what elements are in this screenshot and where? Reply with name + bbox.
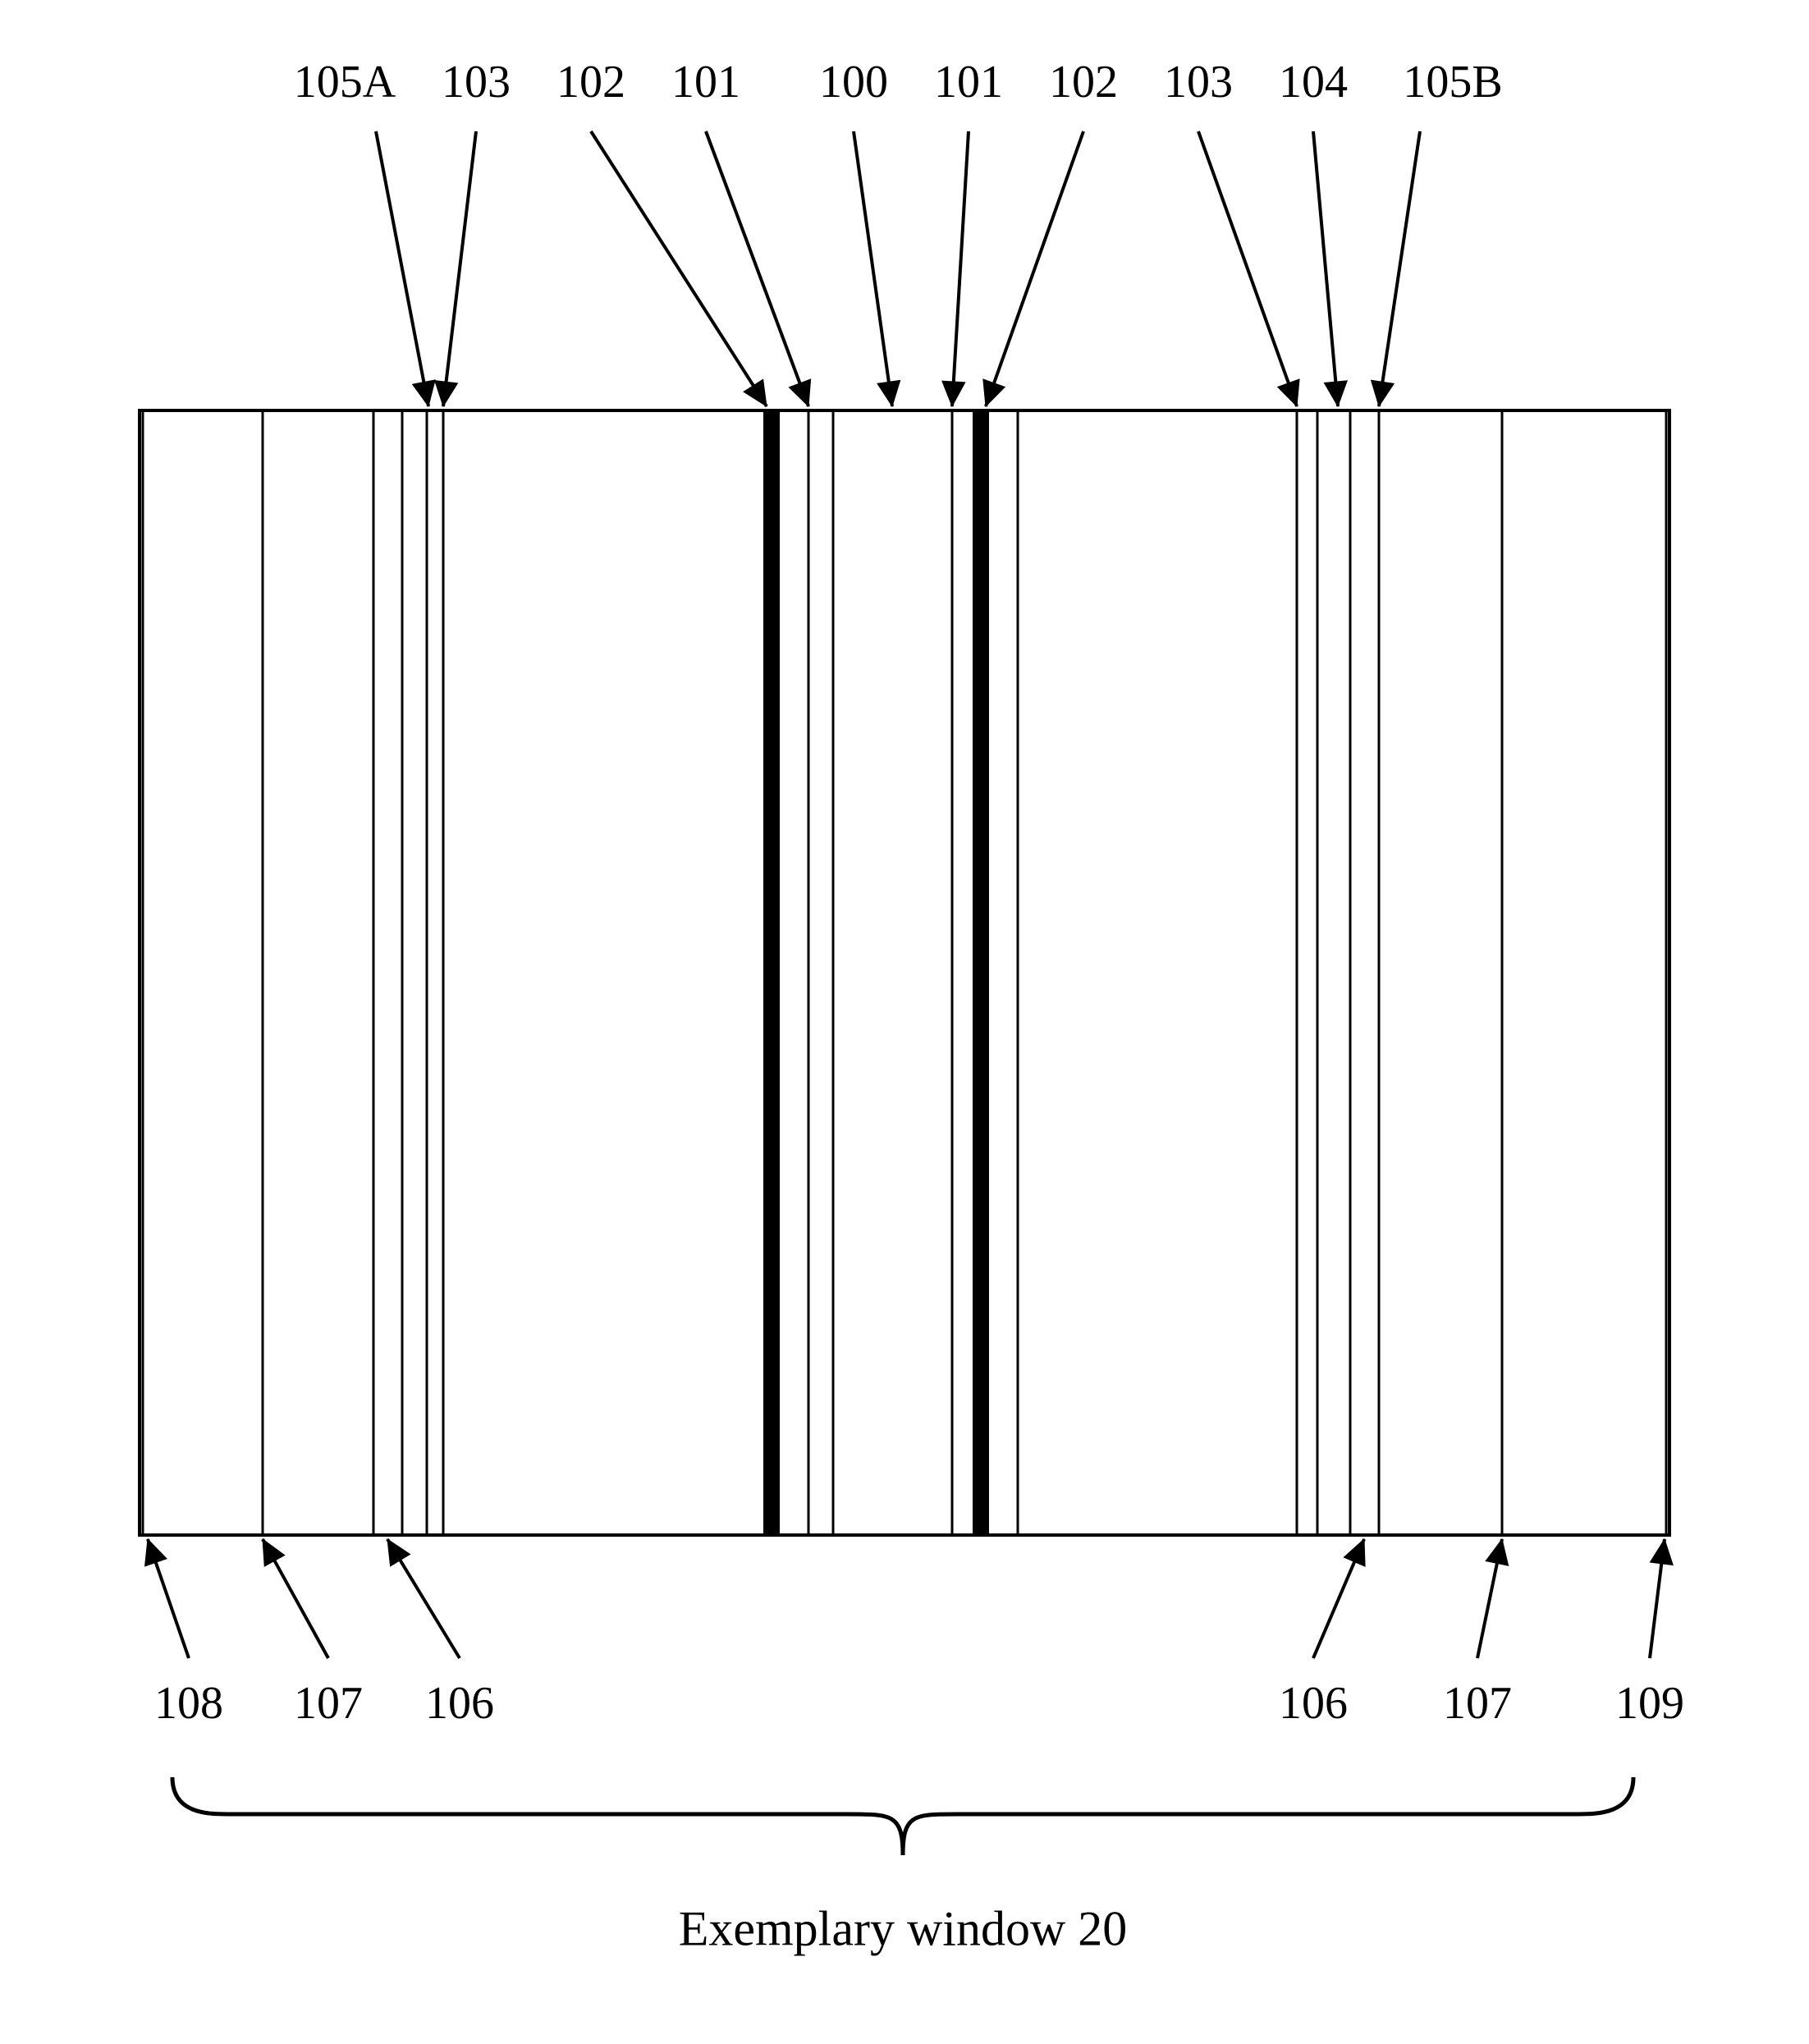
label-101-top-right: 101 <box>934 56 1003 108</box>
label-103-top-left: 103 <box>442 56 511 108</box>
window-rect <box>140 410 1669 1535</box>
arrow-head <box>145 1539 167 1566</box>
arrow-head <box>387 1539 410 1566</box>
label-106-right: 106 <box>1279 1677 1348 1730</box>
arrow-head <box>744 379 767 406</box>
label-100: 100 <box>819 56 888 108</box>
label-101-top-left: 101 <box>671 56 740 108</box>
label-109: 109 <box>1615 1677 1684 1730</box>
arrow-head <box>877 380 900 406</box>
arrow-head <box>435 381 458 406</box>
label-107-right: 107 <box>1443 1677 1512 1730</box>
label-104-leader <box>1313 131 1338 406</box>
label-103-top-right-leader <box>1198 131 1297 406</box>
diagram-svg <box>0 0 1809 2044</box>
arrow-head <box>1486 1539 1508 1565</box>
arrow-head <box>1324 381 1347 406</box>
label-105b-leader <box>1379 131 1420 406</box>
label-101-top-left-leader <box>706 131 808 406</box>
arrow-head <box>942 381 965 406</box>
label-104: 104 <box>1279 56 1348 108</box>
label-102-top-left-leader <box>591 131 767 406</box>
label-105b: 105B <box>1403 56 1502 108</box>
label-105a-leader <box>376 131 428 406</box>
label-103-top-right: 103 <box>1164 56 1233 108</box>
arrow-head <box>789 379 810 406</box>
caption: Exemplary window 20 <box>679 1901 1128 1958</box>
label-102-top-left: 102 <box>556 56 625 108</box>
arrow-head <box>1278 379 1299 406</box>
arrow-head <box>1650 1539 1673 1565</box>
label-102-top-right-leader <box>986 131 1083 406</box>
label-108: 108 <box>154 1677 223 1730</box>
arrow-head <box>1344 1539 1365 1566</box>
label-100-leader <box>854 131 892 406</box>
label-103-top-left-leader <box>443 131 476 406</box>
label-102-top-right: 102 <box>1049 56 1118 108</box>
arrow-head <box>983 379 1005 406</box>
arrow-head <box>413 380 436 406</box>
label-107-left: 107 <box>294 1677 363 1730</box>
arrow-head <box>1372 380 1395 406</box>
label-101-top-right-leader <box>952 131 969 406</box>
label-106-left: 106 <box>425 1677 494 1730</box>
curly-brace <box>172 1777 1633 1855</box>
label-105a: 105A <box>294 56 396 108</box>
